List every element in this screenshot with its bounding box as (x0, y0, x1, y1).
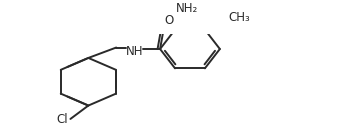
Text: Cl: Cl (57, 113, 68, 126)
Text: NH: NH (126, 45, 143, 58)
Text: NH₂: NH₂ (176, 2, 198, 15)
Text: CH₃: CH₃ (228, 10, 250, 24)
Text: O: O (164, 14, 174, 27)
